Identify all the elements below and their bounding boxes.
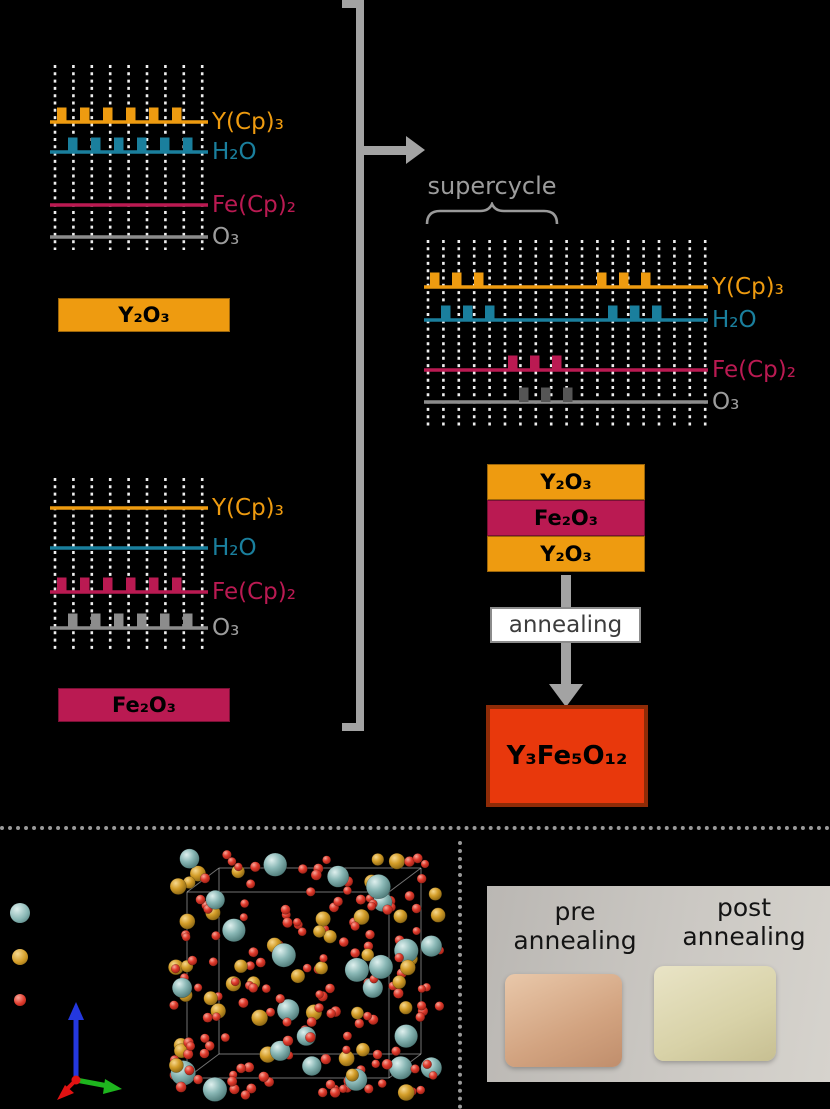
post-annealing-label: post annealing [682, 893, 806, 951]
o3-label: O₃ [712, 389, 740, 415]
fecp2-label: Fe(Cp)₂ [712, 357, 796, 383]
supercycle-label: supercycle [427, 172, 557, 200]
o3-label: O₃ [212, 224, 240, 250]
h2o-label: H₂O [212, 139, 257, 165]
vertical-dotted-separator [458, 841, 462, 1109]
merge-arrow-head [406, 136, 425, 164]
bracket-bottom-cap [342, 723, 364, 731]
annealing-arrow-head [549, 684, 583, 707]
legend-large-atom [10, 903, 30, 923]
fecp2-label: Fe(Cp)₂ [212, 579, 296, 605]
y2o3-result-box: Y₂O₃ [58, 298, 230, 332]
h2o-label: H₂O [712, 307, 757, 333]
supercycle-pulse-diagram [424, 240, 708, 428]
pre-annealing-label: pre annealing [513, 897, 637, 955]
crystal-structure [168, 848, 446, 1102]
bracket-top-cap [342, 0, 364, 8]
stack-layer-middle: Fe₂O₃ [487, 500, 645, 536]
post-annealing-sample [654, 966, 776, 1061]
sample-photo: pre annealing post annealing [487, 886, 830, 1082]
horizontal-dotted-separator [0, 826, 830, 830]
stack-layer-top: Y₂O₃ [487, 464, 645, 500]
bracket-vertical-bar [356, 0, 364, 731]
legend-small-atom [14, 994, 26, 1006]
y2o3-pulse-diagram [50, 65, 208, 250]
legend-medium-atom [12, 949, 28, 965]
fecp2-label: Fe(Cp)₂ [212, 192, 296, 218]
axes-indicator [57, 1002, 122, 1100]
stack-layer-bottom: Y₂O₃ [487, 536, 645, 572]
annealing-step-box: annealing [490, 607, 641, 643]
pre-annealing-sample [505, 974, 622, 1067]
merge-arrow-shaft [364, 146, 407, 155]
ycp3-label: Y(Cp)₃ [212, 495, 284, 521]
o3-label: O₃ [212, 615, 240, 641]
fe2o3-result-box: Fe₂O₃ [58, 688, 230, 722]
h2o-label: H₂O [212, 535, 257, 561]
supercycle-brace [425, 202, 559, 225]
yig-product-box: Y₃Fe₅O₁₂ [486, 705, 648, 807]
fe2o3-pulse-diagram [50, 478, 208, 652]
ycp3-label: Y(Cp)₃ [712, 274, 784, 300]
ycp3-label: Y(Cp)₃ [212, 109, 284, 135]
